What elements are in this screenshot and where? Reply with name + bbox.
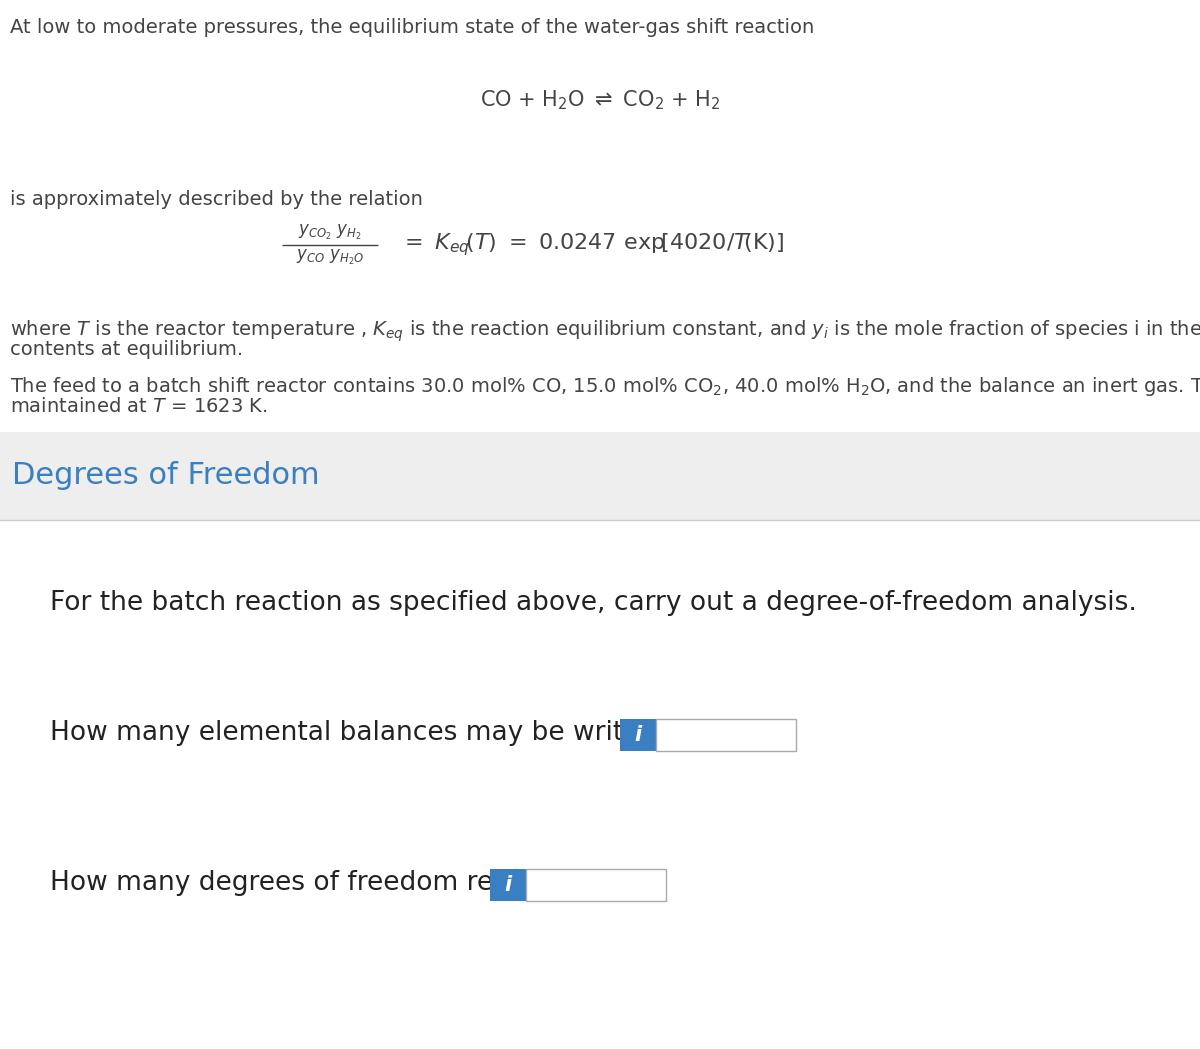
Text: How many elemental balances may be written?: How many elemental balances may be writt… — [50, 720, 680, 746]
Bar — [0, 432, 1200, 520]
Bar — [526, 869, 666, 901]
Text: where $T$ is the reactor temperature , $K_{eq}$ is the reaction equilibrium cons: where $T$ is the reactor temperature , $… — [10, 318, 1200, 343]
Text: is approximately described by the relation: is approximately described by the relati… — [10, 190, 422, 209]
Text: At low to moderate pressures, the equilibrium state of the water-gas shift react: At low to moderate pressures, the equili… — [10, 18, 815, 37]
Text: contents at equilibrium.: contents at equilibrium. — [10, 340, 244, 359]
Text: i: i — [635, 725, 642, 745]
Text: $y_{CO_2}\ y_{H_2}$: $y_{CO_2}\ y_{H_2}$ — [298, 222, 362, 242]
Text: The feed to a batch shift reactor contains 30.0 mol% CO, 15.0 mol% CO$_2$, 40.0 : The feed to a batch shift reactor contai… — [10, 374, 1200, 398]
Text: maintained at $T$ = 1623 K.: maintained at $T$ = 1623 K. — [10, 397, 268, 416]
Bar — [656, 719, 796, 751]
Text: For the batch reaction as specified above, carry out a degree-of-freedom analysi: For the batch reaction as specified abov… — [50, 590, 1136, 616]
Text: CO + H$_2$O $\rightleftharpoons$ CO$_2$ + H$_2$: CO + H$_2$O $\rightleftharpoons$ CO$_2$ … — [480, 88, 720, 111]
Text: $y_{CO}\ y_{H_2O}$: $y_{CO}\ y_{H_2O}$ — [296, 248, 364, 267]
Text: Degrees of Freedom: Degrees of Freedom — [12, 462, 319, 491]
Bar — [490, 869, 526, 901]
Bar — [620, 719, 656, 751]
Text: $= \ K_{eq}\!\left(T\right)\ =\ 0.0247\ \mathrm{exp}\!\left[4020/T\!\left(\mathr: $= \ K_{eq}\!\left(T\right)\ =\ 0.0247\ … — [400, 232, 785, 258]
Text: How many degrees of freedom remain?: How many degrees of freedom remain? — [50, 870, 574, 896]
Text: i: i — [504, 875, 511, 895]
